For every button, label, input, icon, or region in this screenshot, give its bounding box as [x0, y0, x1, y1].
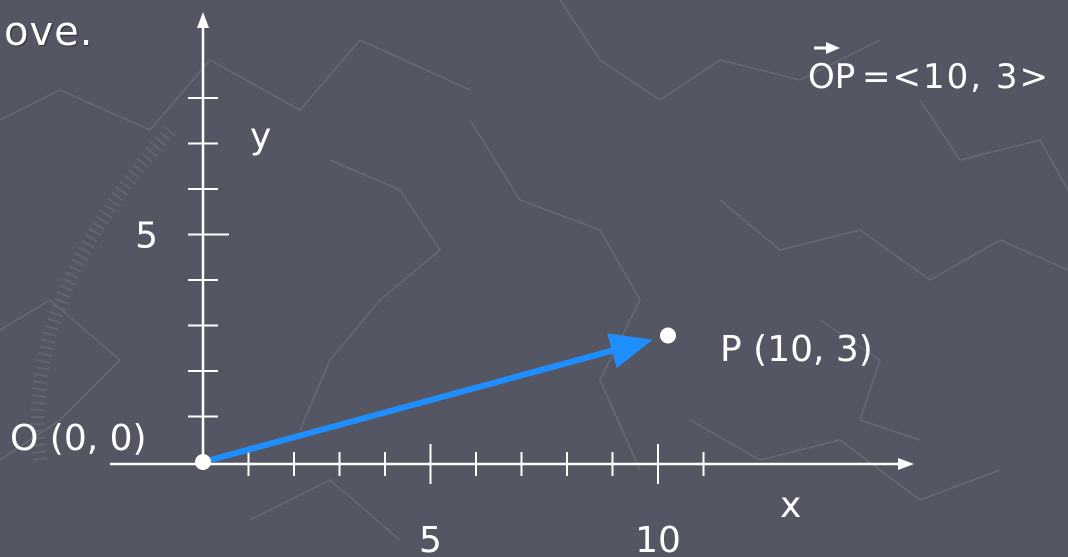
x-axis-arrowhead — [898, 458, 914, 470]
vector-components: =<10, 3> — [862, 57, 1050, 97]
x-axis-label: x — [780, 485, 801, 526]
y-axis-tick-labels: 5 — [135, 216, 158, 257]
x-tick-label-10: 10 — [635, 520, 681, 557]
y-tick-label-5: 5 — [135, 216, 158, 257]
axes — [110, 12, 914, 470]
x-axis-tick-labels: 5 10 — [419, 520, 681, 557]
background-texture — [0, 0, 1068, 541]
vector-arrowhead — [607, 333, 653, 369]
compass-texture — [30, 125, 176, 461]
y-axis-label: y — [250, 116, 271, 157]
x-axis-ticks — [247, 444, 705, 484]
origin-point — [195, 454, 211, 470]
vector-overline-arrowhead — [826, 42, 840, 54]
y-axis-ticks — [188, 97, 229, 418]
y-axis-arrowhead — [197, 12, 209, 28]
header-text: ove. — [4, 9, 94, 55]
vector-op — [200, 346, 619, 465]
vector-notation: OP =<10, 3> — [808, 42, 1050, 97]
point-p-label: P (10, 3) — [720, 329, 873, 370]
point-p — [660, 327, 676, 344]
origin-label: O (0, 0) — [10, 418, 147, 459]
vector-name: OP — [808, 57, 855, 97]
x-tick-label-5: 5 — [419, 520, 442, 557]
